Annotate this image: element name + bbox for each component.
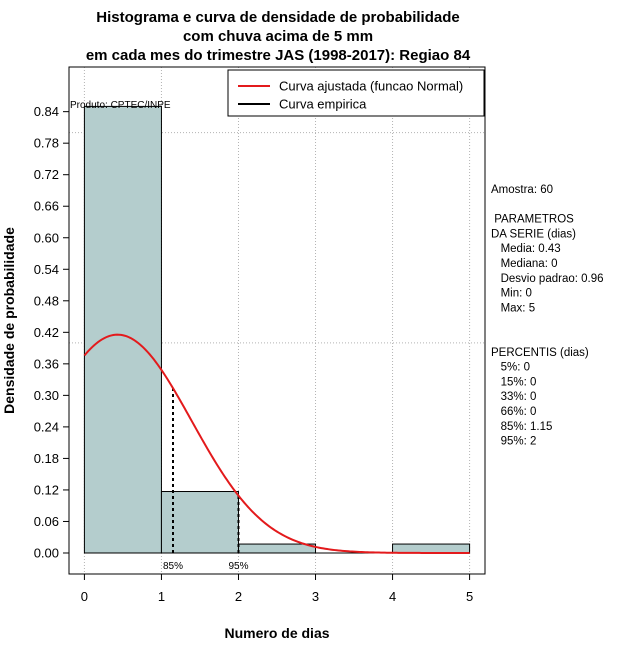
histogram-bar-2: [160, 491, 239, 554]
stats-line: DA SERIE (dias): [491, 228, 576, 240]
x-tick-label: 2: [235, 589, 242, 604]
y-tick-label: 0.48: [34, 293, 59, 308]
stats-line: 33%: 0: [491, 391, 536, 403]
y-tick-label: 0.36: [34, 356, 59, 371]
legend: Curva ajustada (funcao Normal) Curva empi…: [227, 69, 485, 117]
stats-line: 5%: 0: [491, 362, 530, 374]
y-tick-label: 0.60: [34, 230, 59, 245]
stats-line: Amostra: 60: [491, 184, 553, 196]
percentile-lines: 85% 95%: [163, 388, 249, 572]
stats-line: Desvio padrao: 0.96: [491, 273, 604, 285]
stats-line: PERCENTIS (dias): [491, 347, 589, 359]
y-tick-label: 0.66: [34, 199, 59, 214]
legend-fitted-label: Curva ajustada (funcao Normal): [279, 79, 463, 94]
fitted-curve-group: [83, 333, 470, 554]
percentile-label-95: 95%: [228, 561, 248, 572]
stats-line: Max: 5: [491, 302, 535, 314]
x-tick-label: 5: [466, 589, 473, 604]
title-line-2: com chuva acima de 5 mm: [183, 28, 373, 45]
y-tick-label: 0.72: [34, 167, 59, 182]
x-axis-label: Numero de dias: [224, 625, 329, 641]
stats-line: 95%: 2: [491, 436, 536, 448]
y-tick-label: 0.54: [34, 262, 59, 277]
stats-line: 66%: 0: [491, 406, 536, 418]
x-tick-label: 3: [312, 589, 319, 604]
stats-line: 85%: 1.15: [491, 421, 552, 433]
legend-box: [227, 69, 485, 117]
y-tick-label: 0.12: [34, 482, 59, 497]
stats-line: 15%: 0: [491, 376, 536, 388]
stats-line: Min: 0: [491, 288, 532, 300]
y-tick-label: 0.78: [34, 136, 59, 151]
y-tick-label: 0.18: [34, 451, 59, 466]
histogram-bar-5: [392, 543, 471, 554]
stats-line: PARAMETROS: [491, 214, 574, 226]
legend-empirical-label: Curva empirica: [279, 97, 367, 112]
title-line-3: em cada mes do trimestre JAS (1998-2017)…: [86, 47, 471, 64]
x-axis: 0 1 2 3 4 5: [81, 573, 473, 604]
y-tick-label: 0.30: [34, 388, 59, 403]
stats-line: Mediana: 0: [491, 258, 557, 270]
y-axis: 0.00 0.06 0.12 0.18 0.24 0.30 0.36 0.42 0.48 0.54…: [34, 104, 70, 560]
histogram-bars: [83, 105, 471, 554]
stats-panel: Amostra: 60 PARAMETROS DA SERIE (dias) Me…: [491, 184, 604, 448]
y-tick-label: 0.24: [34, 419, 59, 434]
y-tick-label: 0.84: [34, 104, 59, 119]
percentile-label-85: 85%: [163, 561, 183, 572]
y-tick-label: 0.42: [34, 325, 59, 340]
histogram-bar-1: [83, 105, 162, 554]
histogram-bar-3: [237, 543, 317, 554]
y-axis-label: Densidade de probabilidade: [1, 227, 17, 414]
x-tick-label: 4: [389, 589, 396, 604]
y-tick-label: 0.06: [34, 514, 59, 529]
stats-line: Media: 0.43: [491, 243, 561, 255]
y-tick-label: 0.00: [34, 545, 59, 560]
fitted-normal-curve: [83, 333, 470, 554]
product-label: Produto: CPTEC/INPE: [70, 100, 171, 111]
x-tick-label: 0: [81, 589, 88, 604]
chart-title: Histograma e curva de densidade de proba…: [86, 9, 471, 64]
x-tick-label: 1: [158, 589, 165, 604]
title-line-1: Histograma e curva de densidade de proba…: [96, 9, 459, 26]
